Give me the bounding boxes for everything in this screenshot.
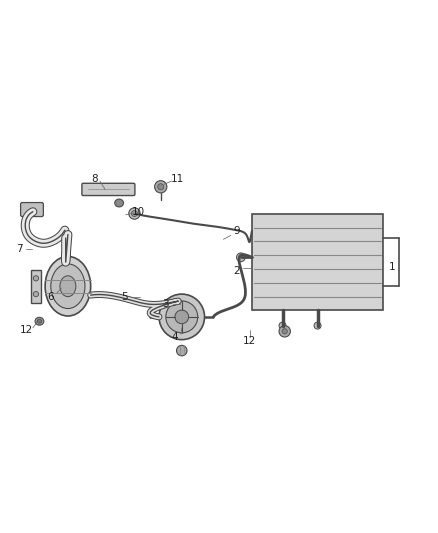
FancyBboxPatch shape [31,270,41,303]
Text: 8: 8 [91,174,98,184]
Text: 5: 5 [121,292,128,302]
Text: 10: 10 [131,207,145,217]
Circle shape [314,322,321,329]
Circle shape [282,329,287,334]
Text: 1: 1 [389,262,396,271]
Ellipse shape [45,256,91,316]
Circle shape [279,322,286,329]
Ellipse shape [37,319,42,323]
Circle shape [237,253,245,262]
Circle shape [166,301,198,333]
Circle shape [155,181,167,193]
Ellipse shape [60,276,76,297]
Ellipse shape [51,264,85,309]
Circle shape [33,276,39,281]
FancyBboxPatch shape [21,203,43,216]
Text: 2: 2 [233,266,240,276]
Text: 6: 6 [47,292,54,302]
Circle shape [33,292,39,297]
Text: 3: 3 [162,298,169,309]
Text: 12: 12 [243,336,256,346]
Text: 4: 4 [172,332,179,342]
Text: 11: 11 [171,174,184,184]
FancyBboxPatch shape [252,214,383,310]
Circle shape [131,211,138,216]
Circle shape [159,294,205,340]
Circle shape [177,345,187,356]
FancyBboxPatch shape [82,183,135,196]
Circle shape [129,208,140,219]
Text: 9: 9 [233,227,240,237]
Text: 7: 7 [16,244,23,254]
Circle shape [158,184,164,190]
Text: 12: 12 [20,325,33,335]
Ellipse shape [115,199,124,207]
Circle shape [175,310,189,324]
Ellipse shape [35,317,44,325]
Circle shape [279,326,290,337]
